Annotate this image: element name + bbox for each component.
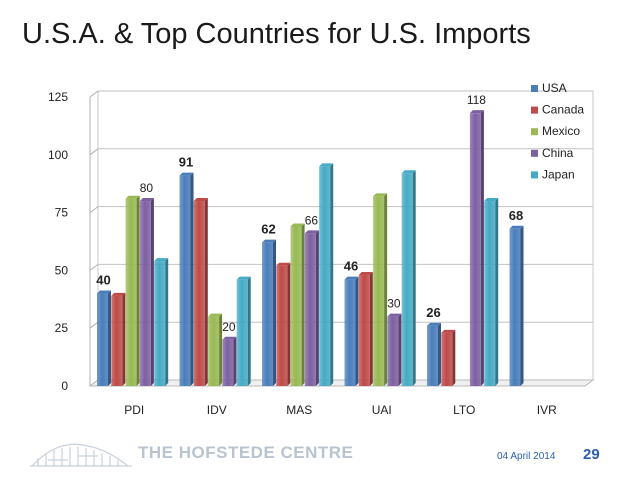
data-label: 66 — [305, 213, 319, 227]
bar-japan-uai — [401, 170, 416, 386]
legend-swatch — [531, 149, 538, 157]
data-label: 46 — [344, 259, 358, 274]
bar-china-uai — [387, 313, 402, 386]
bar-mexico-idv — [208, 313, 223, 386]
bar-china-idv — [222, 336, 237, 386]
bar-usa-lto — [427, 322, 441, 386]
legend-swatch — [531, 85, 538, 92]
data-label: 118 — [467, 93, 486, 107]
x-tick-label: IDV — [207, 403, 227, 417]
bar-usa-idv — [179, 172, 194, 386]
bar-mexico-mas — [290, 223, 305, 386]
data-label: 91 — [179, 155, 193, 170]
bars — [97, 110, 524, 387]
x-tick-label: MAS — [286, 403, 312, 417]
bar-chart: 0 25 50 75 100 125 40 91 62 46 26 68 80 20 66 30 118 PD… — [48, 81, 595, 417]
x-axis-ticks: PDI IDV MAS UAI LTO IVR — [124, 403, 557, 417]
y-tick-label: 25 — [55, 321, 69, 335]
data-label: 30 — [387, 297, 401, 311]
slide-title: U.S.A. & Top Countries for U.S. Imports — [22, 18, 531, 50]
x-tick-label: IVR — [537, 403, 557, 417]
bar-canada-lto — [441, 329, 456, 386]
bar-canada-uai — [358, 272, 373, 386]
y-tick-label: 125 — [48, 90, 68, 104]
slide-date: 04 April 2014 — [497, 451, 556, 462]
legend-label: Canada — [542, 103, 584, 117]
bar-canada-pdi — [111, 292, 126, 386]
y-tick-label: 100 — [48, 148, 68, 162]
x-tick-label: PDI — [124, 403, 144, 417]
bar-usa-pdi — [97, 290, 111, 386]
x-tick-label: UAI — [372, 403, 392, 417]
page-number: 29 — [583, 446, 600, 463]
bar-mexico-uai — [373, 193, 388, 386]
data-label: 68 — [509, 208, 523, 223]
data-label: 62 — [261, 222, 275, 237]
data-labels: 40 91 62 46 26 68 80 20 66 30 118 — [96, 93, 523, 334]
data-label: 26 — [426, 305, 440, 320]
data-label: 40 — [96, 273, 110, 288]
bar-japan-idv — [236, 276, 251, 386]
brand-name: THE HOFSTEDE CENTRE — [138, 443, 354, 462]
bar-china-mas — [304, 230, 319, 386]
legend-label: China — [542, 146, 574, 160]
legend-label: USA — [542, 81, 567, 95]
x-tick-label: LTO — [453, 403, 475, 417]
legend-swatch — [531, 106, 538, 114]
bar-canada-mas — [276, 262, 291, 386]
legend-label: Mexico — [542, 124, 580, 138]
y-tick-label: 0 — [61, 379, 68, 393]
hofstede-logo-icon — [30, 443, 132, 467]
legend-item-japan: Japan — [531, 167, 575, 181]
bar-japan-lto — [484, 198, 499, 386]
bar-usa-ivr — [509, 225, 524, 386]
legend-swatch — [531, 128, 538, 136]
y-tick-label: 50 — [55, 263, 69, 277]
bar-canada-idv — [193, 198, 208, 386]
y-tick-label: 75 — [55, 206, 69, 220]
bar-usa-uai — [344, 276, 359, 386]
bar-japan-pdi — [154, 258, 169, 386]
legend-item-china: China — [531, 146, 574, 160]
legend-item-canada: Canada — [531, 103, 584, 117]
bar-china-pdi — [139, 198, 154, 386]
bar-japan-mas — [319, 163, 334, 386]
y-axis-ticks: 0 25 50 75 100 125 — [48, 90, 68, 393]
legend: USA Canada Mexico China Japan — [531, 81, 584, 181]
legend-swatch — [531, 171, 538, 179]
bar-mexico-pdi — [125, 195, 140, 386]
legend-label: Japan — [542, 167, 575, 181]
legend-item-mexico: Mexico — [531, 124, 580, 138]
bar-usa-mas — [262, 239, 276, 386]
data-label: 20 — [222, 320, 236, 334]
data-label: 80 — [140, 181, 154, 195]
bar-china-lto — [469, 110, 484, 387]
legend-item-usa: USA — [531, 81, 567, 95]
